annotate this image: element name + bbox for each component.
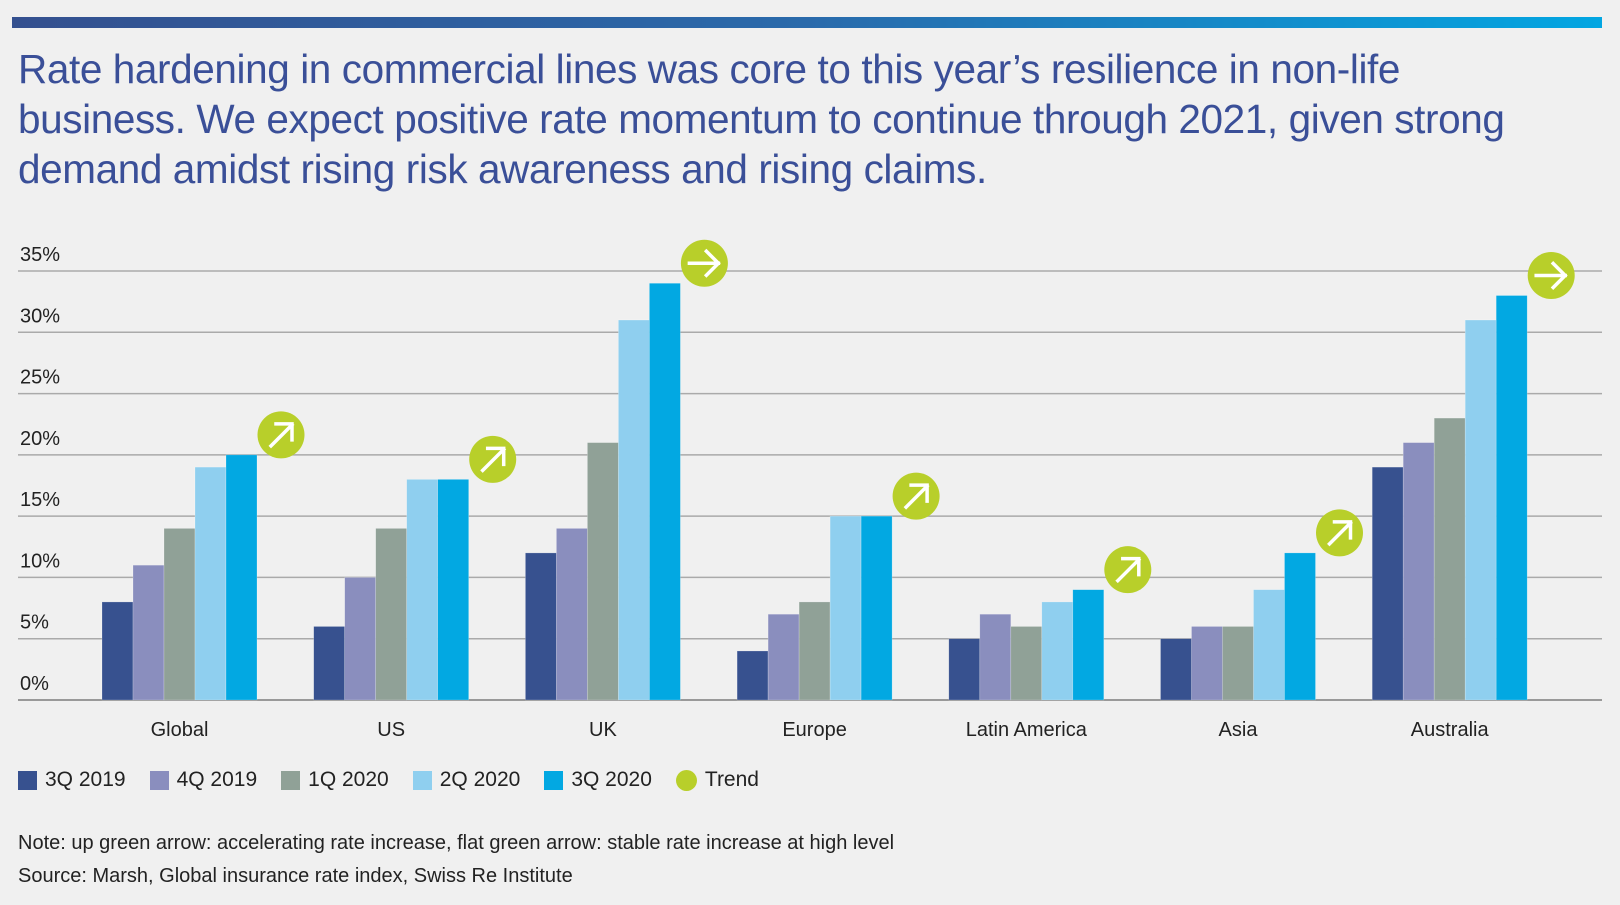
x-tick-label: Australia [1411, 719, 1490, 741]
trend-markers [257, 239, 1575, 594]
bar-3q2019 [313, 626, 346, 701]
legend-item-trend: Trend [675, 768, 759, 792]
legend-swatch [281, 770, 301, 790]
header-accent-bar [12, 17, 1602, 28]
bar-4q2019 [1402, 442, 1435, 701]
bar-3q2019 [525, 552, 557, 701]
x-tick-label: Global [151, 719, 209, 741]
legend-item-3q2020: 3Q 2020 [544, 768, 652, 792]
headline: Rate hardening in commercial lines was c… [18, 46, 1505, 192]
bar-1q2020 [1222, 626, 1254, 701]
bar-4q2019 [556, 528, 588, 701]
x-tick-label: Asia [1219, 719, 1259, 741]
legend-item-1q2020: 1Q 2020 [281, 768, 389, 792]
legend-swatch [18, 770, 37, 790]
bar-1q2020 [375, 528, 408, 701]
bar-3q2020 [1072, 589, 1105, 701]
bar-3q2020 [1284, 552, 1316, 701]
bar-4q2019 [1191, 626, 1223, 701]
bar-3q2020 [649, 282, 681, 701]
chart-source: Source: Marsh, Global insurance rate ind… [18, 865, 573, 887]
bar-1q2020 [798, 601, 831, 701]
arrow-right-glyph [1534, 261, 1568, 290]
legend-swatch [412, 770, 432, 790]
legend: 3Q 2019 4Q 2019 1Q 2020 2Q 2020 3Q 2020 … [18, 768, 783, 792]
trend-flat-arrow-icon [1527, 252, 1575, 300]
legend-swatch [544, 770, 564, 790]
bar-3q2020 [225, 454, 258, 701]
bar-3q2020 [437, 479, 470, 701]
y-tick-label: 30% [20, 305, 60, 327]
legend-swatch [149, 770, 169, 790]
x-tick-label: UK [589, 719, 617, 741]
legend-item-4q2019: 4Q 2019 [149, 768, 258, 792]
arrow-up-right-glyph [268, 422, 295, 449]
bar-3q2019 [736, 650, 769, 701]
bar-2q2020 [618, 319, 650, 701]
trend-flat-arrow-icon [680, 239, 728, 287]
y-tick-label: 5% [20, 612, 49, 634]
trend-up-arrow-icon [257, 411, 305, 459]
trend-up-arrow-icon [892, 472, 940, 520]
bar-4q2019 [132, 564, 165, 701]
y-axis-ticks: 0% 5% 10% 15% 20% 25% 30% 35% [20, 244, 60, 695]
bar-4q2019 [344, 577, 377, 701]
arrow-up-right-glyph [903, 483, 930, 510]
bar-4q2019 [767, 613, 800, 701]
y-tick-label: 15% [20, 489, 60, 511]
x-tick-label: Latin America [966, 719, 1088, 741]
bar-1q2020 [163, 528, 196, 701]
x-tick-label: Europe [782, 719, 847, 741]
trend-up-arrow-icon [1104, 546, 1152, 594]
legend-item-3q2019: 3Q 2019 [18, 768, 126, 792]
legend-label: 2Q 2020 [439, 768, 521, 791]
trend-dot-icon [675, 769, 697, 791]
bar-3q2019 [948, 638, 981, 701]
legend-label: 4Q 2019 [176, 768, 258, 791]
chart-note: Note: up green arrow: accelerating rate … [18, 832, 895, 854]
bar-2q2020 [194, 466, 227, 701]
y-tick-label: 10% [20, 550, 60, 572]
bar-3q2019 [101, 601, 134, 701]
legend-label: Trend [704, 768, 759, 791]
x-axis-labels: Global US UK Europe Latin America Asia Austral… [151, 719, 1490, 741]
arrow-up-right-glyph [1327, 520, 1353, 547]
y-tick-label: 0% [20, 673, 49, 695]
arrow-up-right-glyph [480, 446, 507, 473]
bar-2q2020 [1041, 601, 1074, 701]
arrow-right-glyph [687, 248, 721, 278]
bar-3q2020 [860, 515, 893, 701]
trend-up-arrow-icon [1316, 509, 1363, 557]
bar-4q2019 [979, 613, 1012, 701]
bar-3q2019 [1371, 466, 1404, 701]
bar-3q2020 [1495, 295, 1528, 701]
trend-up-arrow-icon [469, 435, 517, 483]
legend-label: 1Q 2020 [308, 768, 389, 791]
bar-2q2020 [1253, 589, 1285, 701]
bar-2q2020 [1464, 319, 1497, 701]
y-tick-label: 20% [20, 428, 60, 450]
bar-1q2020 [1433, 417, 1466, 701]
bar-2q2020 [406, 479, 439, 701]
legend-label: 3Q 2019 [45, 768, 126, 791]
bar-chart: 0% 5% 10% 15% 20% 25% 30% 35% Global US UK Europe L… [18, 239, 1602, 741]
bar-3q2019 [1160, 638, 1192, 701]
y-tick-label: 35% [20, 244, 60, 266]
legend-label: 3Q 2020 [571, 768, 652, 791]
bar-1q2020 [1010, 626, 1043, 701]
bar-1q2020 [587, 442, 619, 701]
bars [101, 282, 1528, 701]
y-tick-label: 25% [20, 367, 60, 389]
arrow-up-right-glyph [1115, 556, 1142, 584]
x-tick-label: US [377, 719, 405, 741]
legend-item-2q2020: 2Q 2020 [412, 768, 521, 792]
bar-2q2020 [829, 515, 862, 701]
